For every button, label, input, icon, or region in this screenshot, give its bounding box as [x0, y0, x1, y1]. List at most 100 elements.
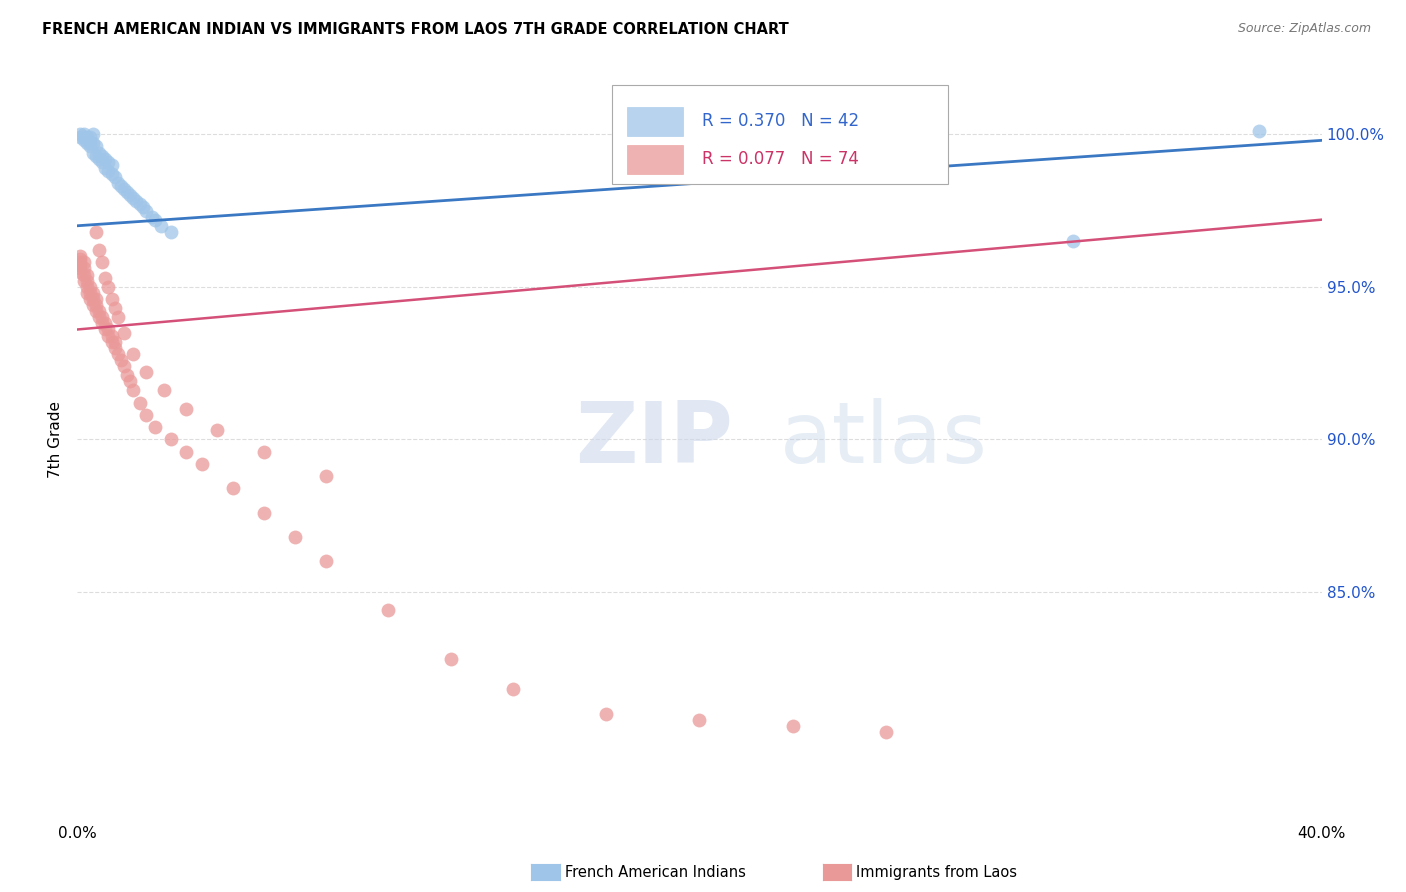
Point — [207, 423, 229, 437]
Point — [72, 268, 94, 282]
Y-axis label: 7th Grade: 7th Grade — [48, 401, 63, 478]
Point — [69, 252, 91, 267]
Point — [69, 261, 91, 276]
Point — [122, 347, 145, 361]
Point — [79, 285, 101, 300]
Point — [94, 161, 117, 175]
Point — [104, 334, 127, 349]
FancyBboxPatch shape — [613, 85, 949, 184]
Point — [440, 652, 463, 666]
Point — [82, 145, 104, 160]
Point — [315, 469, 337, 483]
Point — [115, 368, 138, 383]
Point — [94, 317, 117, 331]
Point — [69, 249, 91, 263]
Point — [91, 148, 114, 162]
Point — [82, 298, 104, 312]
Point — [91, 255, 114, 269]
Point — [150, 219, 173, 233]
Point — [112, 359, 135, 373]
Point — [82, 292, 104, 306]
Point — [110, 179, 132, 194]
Point — [104, 341, 127, 355]
Point — [76, 274, 98, 288]
Point — [72, 261, 94, 276]
Point — [107, 347, 129, 361]
Point — [1249, 124, 1271, 138]
Point — [87, 152, 110, 166]
Point — [191, 457, 214, 471]
Point — [72, 127, 94, 141]
Point — [253, 444, 276, 458]
Point — [84, 139, 107, 153]
Point — [72, 274, 94, 288]
Text: Immigrants from Laos: Immigrants from Laos — [856, 865, 1018, 880]
Point — [782, 719, 804, 733]
FancyBboxPatch shape — [627, 145, 683, 174]
Point — [79, 279, 101, 293]
Point — [82, 127, 104, 141]
Point — [84, 298, 107, 312]
Point — [84, 292, 107, 306]
Point — [69, 127, 91, 141]
Point — [125, 194, 148, 209]
Point — [131, 201, 153, 215]
Point — [120, 188, 142, 202]
Point — [84, 148, 107, 162]
Point — [107, 176, 129, 190]
Text: Source: ZipAtlas.com: Source: ZipAtlas.com — [1237, 22, 1371, 36]
Point — [97, 164, 120, 178]
Point — [115, 185, 138, 199]
Text: French American Indians: French American Indians — [565, 865, 747, 880]
Point — [112, 182, 135, 196]
Point — [79, 292, 101, 306]
Point — [689, 713, 711, 727]
Text: ZIP: ZIP — [575, 398, 733, 481]
Point — [100, 328, 122, 343]
Point — [76, 279, 98, 293]
Point — [97, 154, 120, 169]
Point — [315, 554, 337, 568]
Point — [91, 317, 114, 331]
Point — [100, 292, 122, 306]
Point — [159, 432, 181, 446]
Point — [502, 682, 524, 697]
Point — [82, 285, 104, 300]
Point — [84, 225, 107, 239]
Point — [141, 210, 163, 224]
Text: FRENCH AMERICAN INDIAN VS IMMIGRANTS FROM LAOS 7TH GRADE CORRELATION CHART: FRENCH AMERICAN INDIAN VS IMMIGRANTS FRO… — [42, 22, 789, 37]
Point — [91, 310, 114, 325]
Point — [91, 154, 114, 169]
Point — [104, 301, 127, 315]
Point — [135, 365, 157, 379]
Point — [87, 304, 110, 318]
Point — [174, 401, 197, 416]
Point — [97, 328, 120, 343]
Point — [135, 408, 157, 422]
Point — [120, 375, 142, 389]
Point — [97, 279, 120, 293]
Point — [122, 191, 145, 205]
Point — [122, 384, 145, 398]
Point — [875, 725, 897, 739]
Point — [100, 334, 122, 349]
Text: atlas: atlas — [780, 398, 988, 481]
Point — [69, 255, 91, 269]
Point — [174, 444, 197, 458]
Point — [69, 130, 91, 145]
Point — [1062, 234, 1084, 248]
Point — [128, 395, 150, 409]
Point — [76, 136, 98, 151]
Point — [72, 255, 94, 269]
Point — [69, 259, 91, 273]
Point — [159, 225, 181, 239]
Point — [79, 136, 101, 151]
Point — [84, 304, 107, 318]
Point — [87, 310, 110, 325]
Point — [87, 243, 110, 257]
Text: R = 0.370   N = 42: R = 0.370 N = 42 — [702, 112, 859, 130]
Point — [87, 145, 110, 160]
Text: R = 0.077   N = 74: R = 0.077 N = 74 — [702, 151, 859, 169]
FancyBboxPatch shape — [627, 107, 683, 136]
Point — [284, 530, 307, 544]
